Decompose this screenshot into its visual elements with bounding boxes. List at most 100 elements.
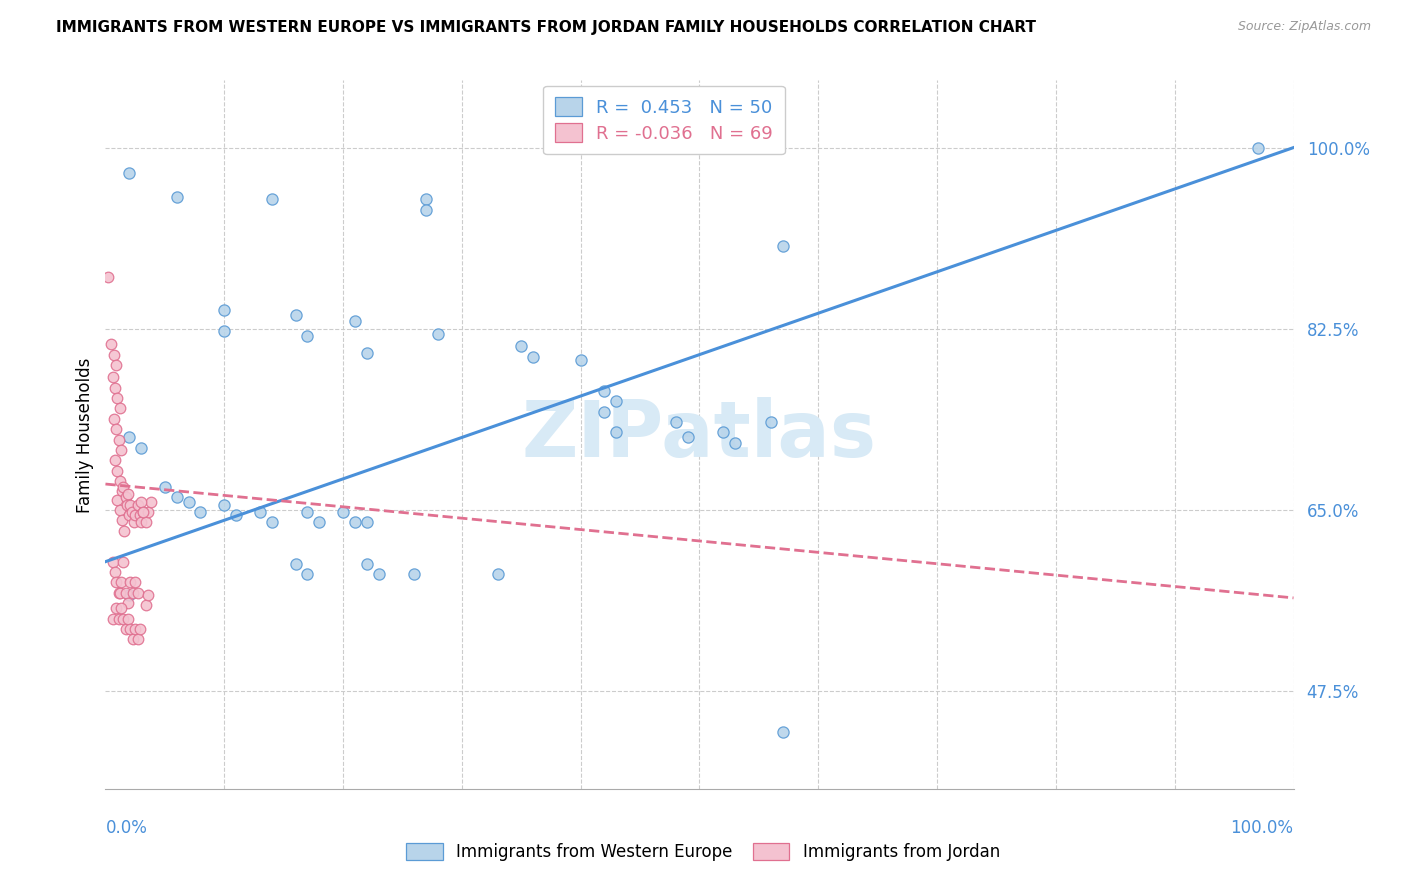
Point: [153, 480, 176, 494]
Point: [105, 601, 128, 615]
Point: [759, 415, 782, 429]
Point: [108, 585, 131, 599]
Point: [225, 508, 247, 522]
Point: [118, 588, 141, 602]
Point: [114, 585, 136, 599]
Point: [100, 337, 122, 351]
Point: [127, 498, 149, 512]
Point: [118, 166, 141, 180]
Point: [605, 425, 627, 440]
Point: [121, 632, 143, 647]
Legend: R =  0.453   N = 50, R = -0.036   N = 69: R = 0.453 N = 50, R = -0.036 N = 69: [543, 86, 785, 154]
Point: [593, 404, 616, 418]
Point: [772, 725, 794, 739]
Point: [522, 350, 544, 364]
Point: [332, 505, 354, 519]
Point: [110, 575, 132, 590]
Point: [114, 622, 136, 636]
Point: [135, 516, 157, 530]
Point: [107, 433, 129, 447]
Point: [101, 370, 124, 384]
Point: [427, 326, 450, 341]
Point: [415, 192, 437, 206]
Text: 100.0%: 100.0%: [1230, 819, 1294, 837]
Point: [114, 524, 136, 538]
Point: [105, 391, 128, 405]
Point: [135, 598, 157, 612]
Point: [260, 192, 283, 206]
Point: [124, 622, 146, 636]
Point: [132, 505, 155, 519]
Point: [101, 555, 124, 569]
Point: [214, 498, 236, 512]
Point: [343, 516, 366, 530]
Point: [118, 508, 141, 522]
Point: [665, 415, 688, 429]
Point: [132, 505, 155, 519]
Point: [105, 422, 128, 436]
Point: [120, 498, 142, 512]
Text: ZIPatlas: ZIPatlas: [522, 397, 877, 473]
Point: [415, 202, 437, 217]
Point: [569, 352, 592, 367]
Point: [1247, 140, 1270, 154]
Point: [107, 585, 129, 599]
Legend: Immigrants from Western Europe, Immigrants from Jordan: Immigrants from Western Europe, Immigran…: [399, 836, 1007, 868]
Point: [101, 612, 124, 626]
Point: [724, 435, 747, 450]
Point: [129, 508, 152, 522]
Point: [121, 505, 143, 519]
Point: [103, 348, 125, 362]
Point: [111, 484, 134, 499]
Point: [108, 503, 131, 517]
Point: [105, 492, 128, 507]
Point: [711, 425, 734, 440]
Point: [129, 441, 152, 455]
Point: [120, 575, 142, 590]
Point: [308, 516, 330, 530]
Point: [112, 612, 135, 626]
Point: [103, 412, 125, 426]
Point: [108, 401, 131, 416]
Point: [111, 513, 134, 527]
Point: [117, 596, 139, 610]
Point: [356, 345, 378, 359]
Point: [105, 575, 128, 590]
Point: [104, 453, 127, 467]
Point: [404, 567, 426, 582]
Text: 0.0%: 0.0%: [105, 819, 148, 837]
Point: [297, 329, 319, 343]
Point: [249, 505, 271, 519]
Point: [105, 358, 128, 372]
Point: [356, 516, 378, 530]
Point: [605, 394, 627, 409]
Point: [117, 487, 139, 501]
Point: [166, 190, 188, 204]
Point: [129, 622, 152, 636]
Point: [139, 494, 162, 508]
Point: [122, 516, 145, 530]
Point: [297, 567, 319, 582]
Point: [112, 555, 135, 569]
Point: [772, 239, 794, 253]
Point: [129, 516, 152, 530]
Point: [118, 430, 141, 444]
Point: [117, 612, 139, 626]
Point: [356, 557, 378, 571]
Point: [115, 498, 138, 512]
Point: [104, 565, 127, 579]
Point: [136, 505, 159, 519]
Point: [129, 494, 152, 508]
Point: [367, 567, 389, 582]
Point: [127, 585, 149, 599]
Point: [97, 270, 120, 285]
Point: [110, 601, 132, 615]
Point: [112, 480, 135, 494]
Point: [190, 505, 212, 519]
Point: [107, 612, 129, 626]
Point: [343, 314, 366, 328]
Point: [486, 567, 509, 582]
Point: [121, 585, 143, 599]
Point: [114, 491, 136, 505]
Point: [136, 588, 159, 602]
